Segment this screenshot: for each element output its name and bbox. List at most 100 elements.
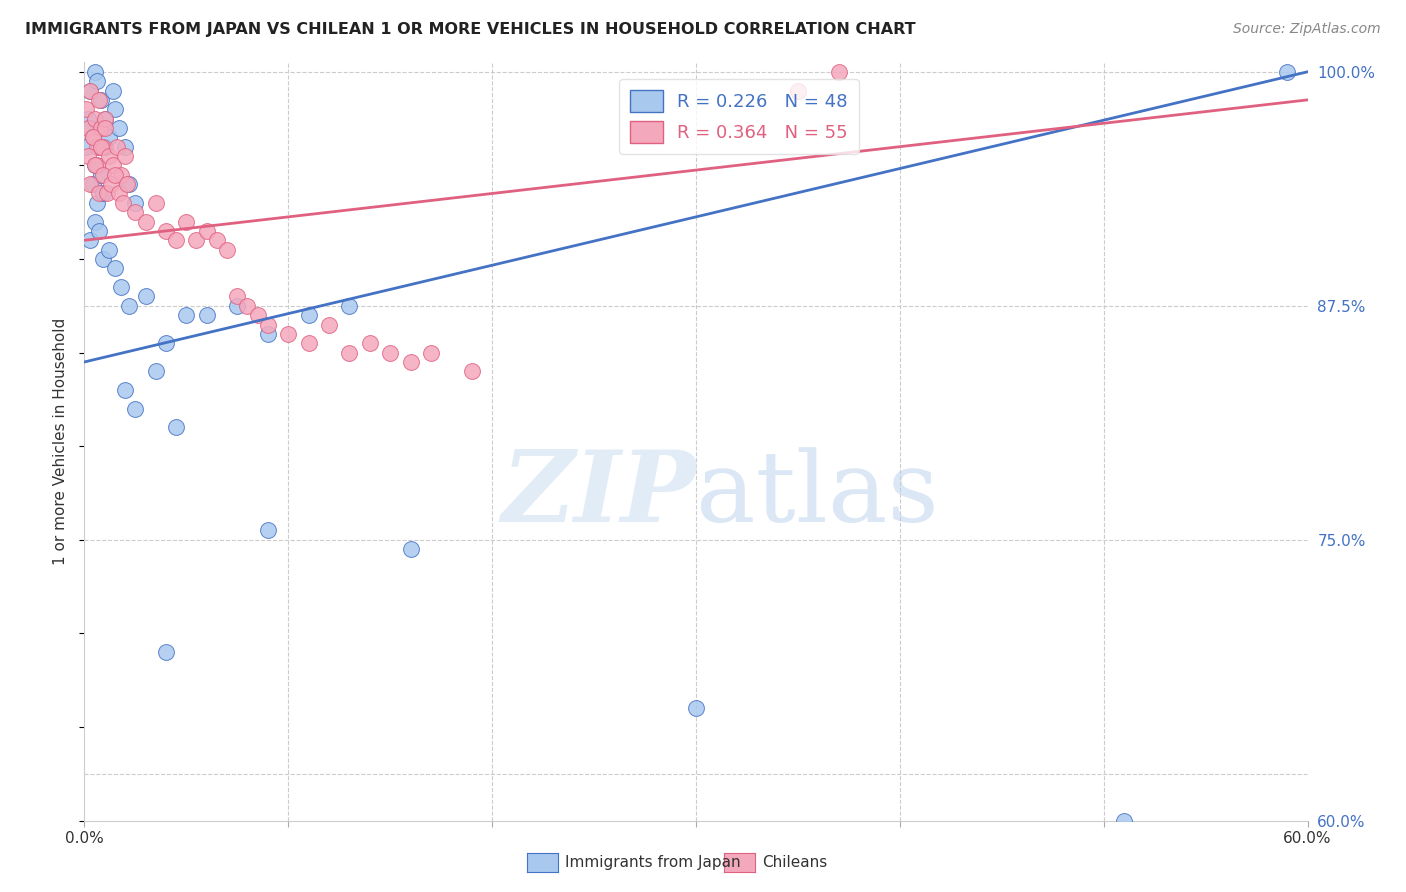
Point <box>174 308 197 322</box>
Point <box>104 261 127 276</box>
Point <box>108 186 131 201</box>
Point <box>828 64 851 78</box>
Point <box>90 93 112 107</box>
Point <box>155 645 177 659</box>
Point <box>93 112 115 126</box>
Point <box>1114 814 1136 828</box>
Point <box>91 252 114 266</box>
Point <box>110 280 132 294</box>
Point <box>79 233 101 247</box>
Legend: R = 0.226   N = 48, R = 0.364   N = 55: R = 0.226 N = 48, R = 0.364 N = 55 <box>620 79 859 153</box>
Point <box>82 177 104 191</box>
Point <box>118 299 141 313</box>
Point <box>86 139 108 153</box>
Point <box>104 168 127 182</box>
Point <box>97 149 120 163</box>
Text: ZIP: ZIP <box>501 446 696 543</box>
Text: Immigrants from Japan: Immigrants from Japan <box>565 855 741 870</box>
Point <box>155 224 177 238</box>
Text: IMMIGRANTS FROM JAPAN VS CHILEAN 1 OR MORE VEHICLES IN HOUSEHOLD CORRELATION CHA: IMMIGRANTS FROM JAPAN VS CHILEAN 1 OR MO… <box>25 22 915 37</box>
Point <box>787 83 810 97</box>
Point <box>165 420 187 434</box>
Point <box>83 158 105 172</box>
Point <box>108 120 131 135</box>
Point <box>195 308 218 322</box>
Point <box>79 177 101 191</box>
Point <box>87 139 110 153</box>
Point <box>97 130 120 145</box>
Point <box>93 112 115 126</box>
Point <box>420 345 443 359</box>
Y-axis label: 1 or more Vehicles in Household: 1 or more Vehicles in Household <box>53 318 69 566</box>
Point <box>124 205 146 219</box>
Point <box>87 224 110 238</box>
Point <box>83 158 105 172</box>
Point <box>298 308 321 322</box>
Text: Source: ZipAtlas.com: Source: ZipAtlas.com <box>1233 22 1381 37</box>
Point <box>174 214 197 228</box>
Point <box>75 139 97 153</box>
Point <box>83 214 105 228</box>
Point <box>135 289 157 303</box>
Point <box>112 195 135 210</box>
Point <box>82 130 104 145</box>
Point <box>100 177 122 191</box>
Point <box>155 336 177 351</box>
Point <box>91 168 114 182</box>
Point <box>97 243 120 257</box>
Point <box>135 214 157 228</box>
Point <box>86 74 108 88</box>
Point <box>79 83 101 97</box>
Point <box>257 524 280 538</box>
Point <box>246 308 269 322</box>
Point <box>90 120 112 135</box>
Point <box>104 102 127 116</box>
Point <box>236 299 259 313</box>
Point <box>101 83 124 97</box>
Point <box>217 243 239 257</box>
Point <box>101 158 124 172</box>
Point <box>318 318 340 332</box>
Point <box>86 158 108 172</box>
Point <box>114 149 136 163</box>
Point <box>277 326 299 341</box>
Point <box>257 318 280 332</box>
Point <box>77 112 100 126</box>
Point <box>124 195 146 210</box>
Point <box>110 168 132 182</box>
Point <box>77 149 100 163</box>
Point <box>685 701 707 715</box>
Point <box>91 186 114 201</box>
Point <box>79 120 101 135</box>
Point <box>359 336 381 351</box>
Point <box>399 355 422 369</box>
Point <box>339 299 361 313</box>
Point <box>461 364 484 378</box>
Point <box>83 112 105 126</box>
Point <box>90 139 112 153</box>
Point <box>298 336 321 351</box>
Point <box>399 542 422 557</box>
Point <box>1277 64 1299 78</box>
Point <box>145 195 167 210</box>
Point <box>195 224 218 238</box>
Point <box>114 383 136 397</box>
Point <box>226 299 249 313</box>
Point <box>165 233 187 247</box>
Point <box>118 177 141 191</box>
Point <box>145 364 167 378</box>
Point <box>105 139 128 153</box>
Point <box>96 186 118 201</box>
Point <box>186 233 208 247</box>
Point <box>75 102 97 116</box>
Point <box>93 120 115 135</box>
Point <box>226 289 249 303</box>
Point <box>124 401 146 416</box>
Point <box>91 139 114 153</box>
Point <box>257 326 280 341</box>
Point <box>339 345 361 359</box>
Point <box>87 93 110 107</box>
Point <box>86 195 108 210</box>
Text: Chileans: Chileans <box>762 855 827 870</box>
Point <box>380 345 402 359</box>
